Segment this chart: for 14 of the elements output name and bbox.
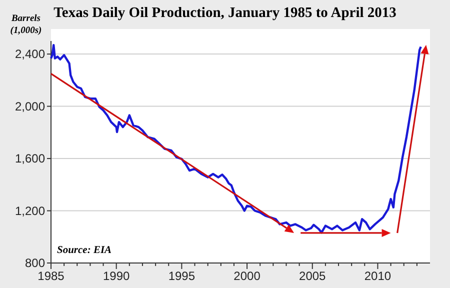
y-axis-title: Barrels (1,000s) — [10, 14, 42, 36]
chart-title: Texas Daily Oil Production, January 1985 to April 2013 — [54, 5, 396, 21]
x-tick-label: 1985 — [38, 269, 65, 283]
y-tick-label: 2,000 — [14, 99, 46, 114]
y-tick-label: 800 — [24, 256, 46, 270]
y-tick-label: 1,200 — [14, 204, 46, 218]
x-tick-label: 1990 — [102, 269, 130, 283]
y-tick-label: 2,400 — [14, 47, 46, 62]
x-tick-label: 1995 — [168, 269, 196, 283]
x-tick-label: 2005 — [299, 269, 326, 283]
annotation: Source: EIA — [57, 245, 112, 256]
y-tick-label: 1,600 — [14, 152, 46, 166]
x-tick-label: 2000 — [234, 269, 261, 283]
x-tick-label: 2010 — [364, 269, 392, 283]
